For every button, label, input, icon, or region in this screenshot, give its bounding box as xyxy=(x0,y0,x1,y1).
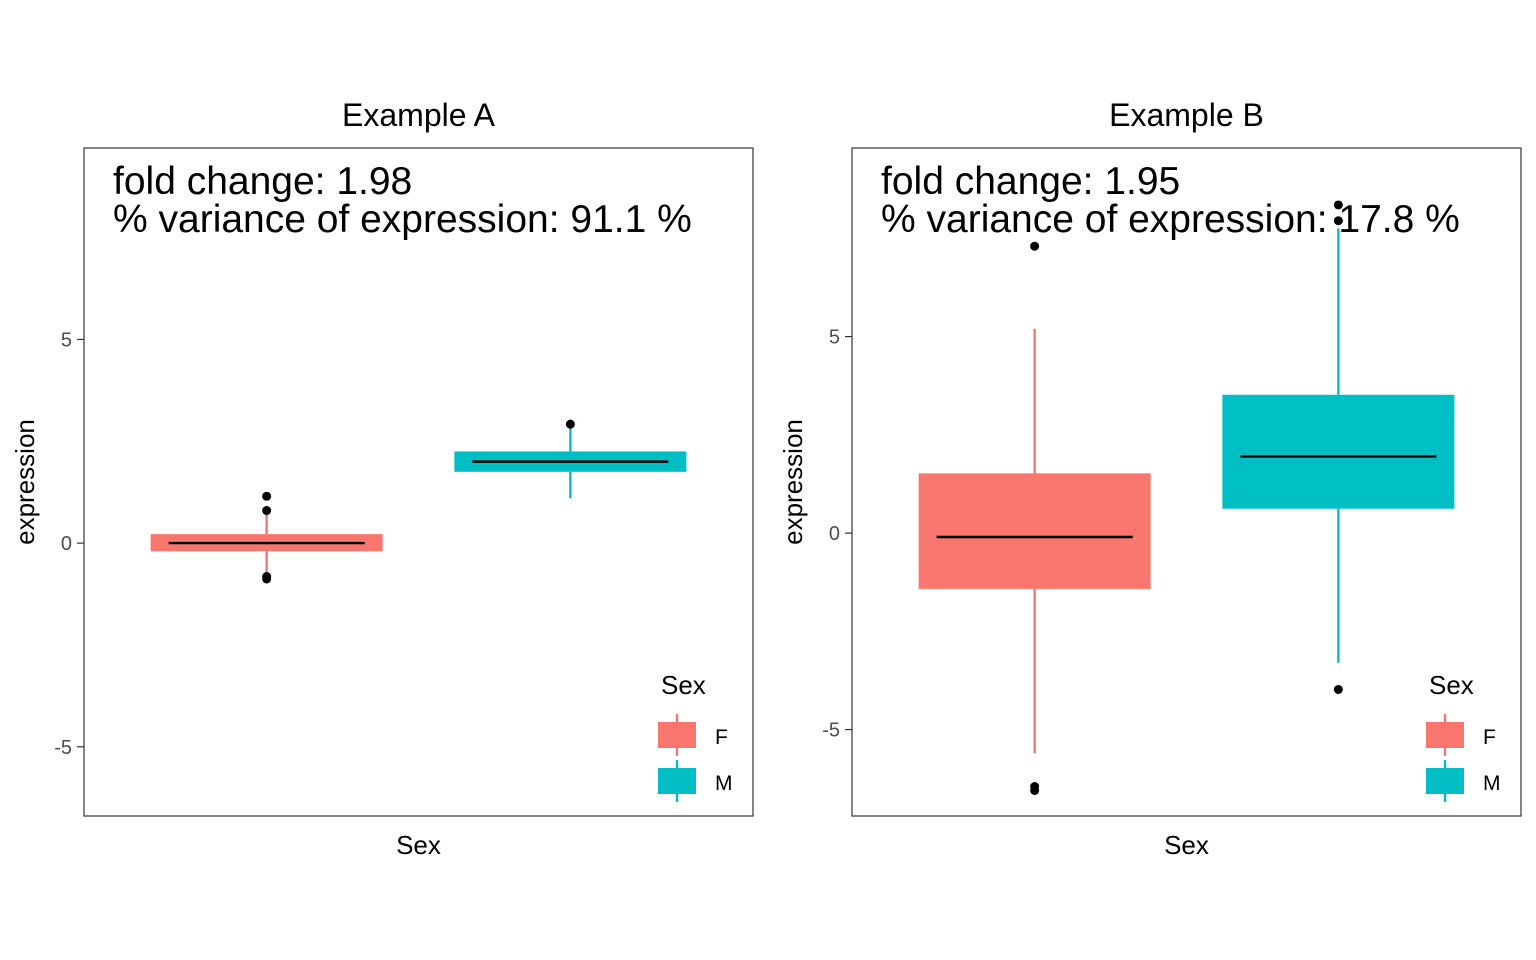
annotation-line: fold change: 1.98 xyxy=(113,160,412,203)
legend-title: Sex xyxy=(1429,670,1474,700)
legend-title: Sex xyxy=(661,670,706,700)
y-tick-label: 5 xyxy=(61,329,72,351)
outlier-point xyxy=(262,491,272,501)
outlier-point xyxy=(1333,684,1343,694)
box-body xyxy=(918,473,1151,589)
legend-key-box xyxy=(658,768,696,794)
panel-b: Example B 5 0 -5 Sex expression fold change: 1… xyxy=(778,97,1522,860)
box-m xyxy=(454,419,687,499)
outlier-point xyxy=(1333,200,1343,210)
plot-area xyxy=(83,147,754,817)
box-m xyxy=(1222,200,1455,694)
y-tick-label: 5 xyxy=(829,327,840,349)
box-f xyxy=(150,491,383,584)
y-tick-label: -5 xyxy=(54,737,72,759)
panel-a: Example A 5 0 -5 Sex expression fold change: 1… xyxy=(10,97,754,860)
legend-label: M xyxy=(1483,772,1501,795)
y-axis-label: expression xyxy=(778,419,808,545)
annotation-line: % variance of expression: 91.1 % xyxy=(113,198,692,241)
y-tick-label: 0 xyxy=(61,533,72,555)
legend-label: F xyxy=(715,726,728,749)
legend-item-f: F xyxy=(658,714,728,756)
outlier-point xyxy=(1030,241,1040,251)
y-tick-label: -5 xyxy=(822,720,840,742)
legend-item-m: M xyxy=(1426,760,1501,802)
legend-key-box xyxy=(1426,768,1464,794)
box-body xyxy=(1222,394,1455,509)
outlier-point xyxy=(262,506,272,516)
legend-key-box xyxy=(1426,722,1464,748)
outlier-point xyxy=(262,574,272,584)
outlier-point xyxy=(1333,216,1343,226)
box-f xyxy=(918,241,1151,795)
y-tick-label: 0 xyxy=(829,523,840,545)
panel-title: Example B xyxy=(1109,97,1264,133)
legend-item-f: F xyxy=(1426,714,1496,756)
x-axis-label: Sex xyxy=(1164,830,1209,860)
legend-item-m: M xyxy=(658,760,733,802)
legend-key-box xyxy=(658,722,696,748)
outlier-point xyxy=(565,419,575,429)
annotation-line: % variance of expression: 17.8 % xyxy=(881,198,1460,241)
panel-title: Example A xyxy=(342,97,496,133)
x-axis-label: Sex xyxy=(396,830,441,860)
legend-label: M xyxy=(715,772,733,795)
outlier-point xyxy=(1030,785,1040,795)
legend-label: F xyxy=(1483,726,1496,749)
annotation-line: fold change: 1.95 xyxy=(881,160,1180,203)
y-axis-label: expression xyxy=(10,419,40,545)
